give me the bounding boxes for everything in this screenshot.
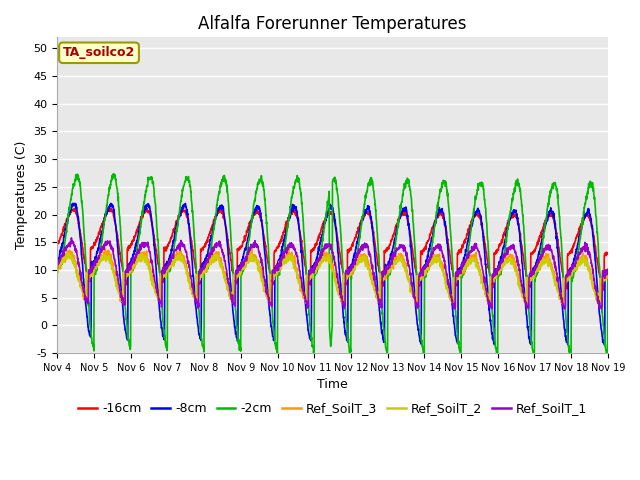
-16cm	[207, 226, 215, 231]
Ref_SoilT_3	[120, 300, 127, 306]
Title: Alfalfa Forerunner Temperatures: Alfalfa Forerunner Temperatures	[198, 15, 467, 33]
Ref_SoilT_3	[54, 267, 61, 273]
Ref_SoilT_3	[604, 270, 612, 276]
Ref_SoilT_1	[340, 306, 348, 312]
-16cm	[179, 205, 187, 211]
-2cm	[604, 273, 612, 279]
-2cm	[361, 198, 369, 204]
Line: -8cm: -8cm	[58, 204, 608, 345]
-16cm	[571, 240, 579, 246]
-8cm	[69, 201, 77, 206]
Ref_SoilT_2	[556, 290, 563, 296]
Ref_SoilT_3	[556, 291, 563, 297]
-16cm	[493, 250, 500, 255]
-8cm	[54, 260, 61, 265]
-8cm	[207, 233, 215, 239]
Ref_SoilT_2	[63, 250, 71, 255]
-16cm	[54, 240, 61, 246]
Line: Ref_SoilT_1: Ref_SoilT_1	[58, 238, 608, 309]
Ref_SoilT_2	[207, 262, 215, 267]
Ref_SoilT_3	[349, 266, 356, 272]
-2cm	[273, 350, 281, 356]
X-axis label: Time: Time	[317, 378, 348, 391]
Ref_SoilT_1	[207, 252, 215, 257]
-16cm	[556, 250, 563, 255]
Ref_SoilT_1	[54, 265, 61, 271]
Y-axis label: Temperatures (C): Temperatures (C)	[15, 141, 28, 249]
-2cm	[349, 270, 356, 276]
-16cm	[600, 288, 608, 293]
-16cm	[349, 240, 356, 246]
Ref_SoilT_1	[571, 264, 579, 269]
Ref_SoilT_2	[493, 270, 500, 276]
-16cm	[604, 250, 612, 256]
Ref_SoilT_2	[361, 259, 369, 264]
Ref_SoilT_3	[571, 266, 579, 272]
Ref_SoilT_2	[349, 268, 356, 274]
Ref_SoilT_2	[449, 300, 457, 306]
-2cm	[571, 268, 579, 274]
Ref_SoilT_1	[493, 272, 500, 278]
Line: Ref_SoilT_2: Ref_SoilT_2	[58, 252, 608, 303]
-8cm	[604, 267, 612, 273]
Ref_SoilT_2	[571, 266, 579, 272]
Legend: -16cm, -8cm, -2cm, Ref_SoilT_3, Ref_SoilT_2, Ref_SoilT_1: -16cm, -8cm, -2cm, Ref_SoilT_3, Ref_Soil…	[73, 397, 592, 420]
Ref_SoilT_3	[207, 254, 215, 260]
Line: Ref_SoilT_3: Ref_SoilT_3	[58, 249, 608, 303]
-8cm	[571, 255, 579, 261]
Ref_SoilT_1	[68, 235, 76, 241]
Text: TA_soilco2: TA_soilco2	[63, 46, 135, 59]
-8cm	[493, 268, 500, 274]
Ref_SoilT_1	[604, 268, 612, 274]
-2cm	[556, 214, 563, 219]
-2cm	[109, 171, 117, 177]
-16cm	[361, 213, 369, 219]
Ref_SoilT_1	[349, 265, 356, 271]
Line: -2cm: -2cm	[58, 174, 608, 353]
Ref_SoilT_3	[493, 272, 500, 278]
Ref_SoilT_1	[556, 289, 563, 295]
Ref_SoilT_2	[604, 272, 612, 277]
Ref_SoilT_1	[361, 241, 369, 247]
-8cm	[361, 211, 369, 217]
Ref_SoilT_3	[361, 252, 369, 257]
-8cm	[490, 342, 498, 348]
Ref_SoilT_2	[54, 267, 61, 273]
Line: -16cm: -16cm	[58, 208, 608, 290]
-8cm	[556, 271, 563, 276]
-8cm	[349, 258, 356, 264]
-2cm	[207, 244, 215, 250]
-2cm	[54, 266, 61, 272]
Ref_SoilT_3	[248, 246, 255, 252]
-2cm	[493, 348, 500, 353]
